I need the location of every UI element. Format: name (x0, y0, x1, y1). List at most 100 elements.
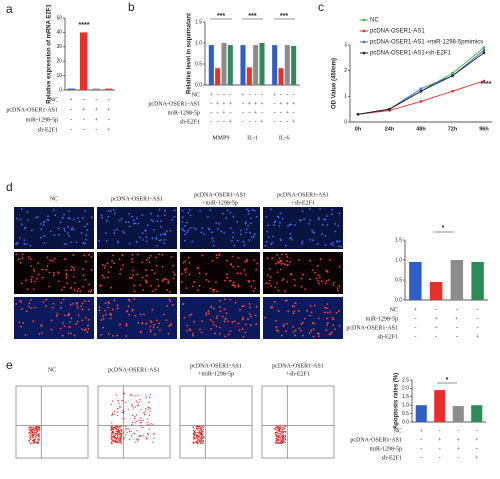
bar (409, 262, 422, 300)
cell (297, 259, 300, 261)
cell (311, 321, 314, 324)
cell (42, 221, 45, 223)
legend-label: NC (370, 18, 379, 24)
cell (317, 216, 320, 219)
event (112, 431, 114, 433)
event (115, 427, 118, 429)
cell (322, 223, 324, 226)
event (279, 432, 281, 434)
cell (41, 331, 43, 334)
event (198, 436, 200, 438)
treatment-name: NC (394, 428, 402, 434)
cell (211, 237, 214, 240)
event (200, 441, 202, 444)
cell (264, 316, 266, 319)
treatment-name: pcDNA-OSER1-AS1 (346, 325, 398, 331)
micrograph (263, 207, 343, 249)
event (136, 430, 138, 432)
cell (277, 310, 280, 312)
cell (118, 219, 121, 222)
event (123, 418, 126, 420)
cell (169, 300, 172, 303)
cell (75, 241, 78, 244)
cell (271, 257, 273, 260)
event (128, 428, 130, 430)
event (202, 426, 204, 429)
treatment-mark: - (108, 97, 110, 103)
panel-label: b (128, 0, 135, 14)
cell (153, 272, 156, 275)
event (114, 425, 117, 427)
treatment-mark: + (420, 428, 424, 434)
cell (212, 244, 215, 247)
cell (51, 306, 54, 309)
cell (85, 234, 88, 237)
cell (286, 322, 288, 325)
cell (65, 243, 68, 246)
cell (276, 282, 278, 284)
cell (218, 306, 221, 308)
cell (326, 224, 329, 226)
image-label: +sh-E2F1 (286, 371, 310, 377)
event (35, 435, 37, 437)
cell (145, 240, 148, 243)
cell (192, 227, 195, 229)
cell (181, 272, 183, 275)
flow-plot (97, 385, 171, 459)
event (119, 440, 121, 442)
event (122, 431, 125, 433)
event (119, 437, 121, 439)
event (34, 439, 36, 441)
cell (149, 330, 152, 333)
cell (144, 230, 147, 232)
event (149, 394, 152, 396)
cell (90, 269, 93, 271)
series-line (357, 52, 485, 115)
cell (231, 239, 233, 242)
cell (69, 303, 72, 306)
cell (268, 279, 271, 282)
treatment-mark: - (293, 110, 295, 116)
panel-label: e (6, 358, 13, 372)
treatment-mark: + (222, 101, 226, 107)
cell (122, 264, 125, 266)
cell (149, 320, 152, 322)
event (140, 419, 142, 422)
event (33, 438, 35, 440)
cell (213, 288, 216, 291)
cell (107, 306, 109, 309)
cell (282, 323, 285, 326)
event (38, 428, 40, 430)
cell (49, 259, 51, 262)
cell (303, 218, 306, 221)
cell (181, 227, 184, 230)
treatment-mark: + (229, 119, 233, 125)
cell (241, 318, 244, 321)
cell (32, 268, 35, 271)
cell (201, 320, 204, 323)
cell (279, 212, 282, 215)
event (278, 430, 280, 432)
cell (45, 298, 48, 301)
cell (99, 284, 101, 287)
event (193, 436, 195, 438)
cell (160, 225, 162, 228)
event (197, 442, 199, 445)
cell (302, 334, 305, 337)
treatment-mark: - (261, 92, 263, 98)
event (145, 407, 147, 410)
cell (81, 302, 84, 305)
cell (293, 305, 295, 308)
event (274, 427, 276, 429)
cell (73, 269, 76, 271)
event (140, 409, 142, 411)
event (33, 431, 35, 434)
cell (287, 225, 289, 227)
cell (225, 217, 228, 220)
cell (21, 253, 24, 256)
cell (275, 326, 278, 328)
treatment-mark: - (242, 110, 244, 116)
event (117, 439, 119, 441)
event (202, 439, 205, 442)
